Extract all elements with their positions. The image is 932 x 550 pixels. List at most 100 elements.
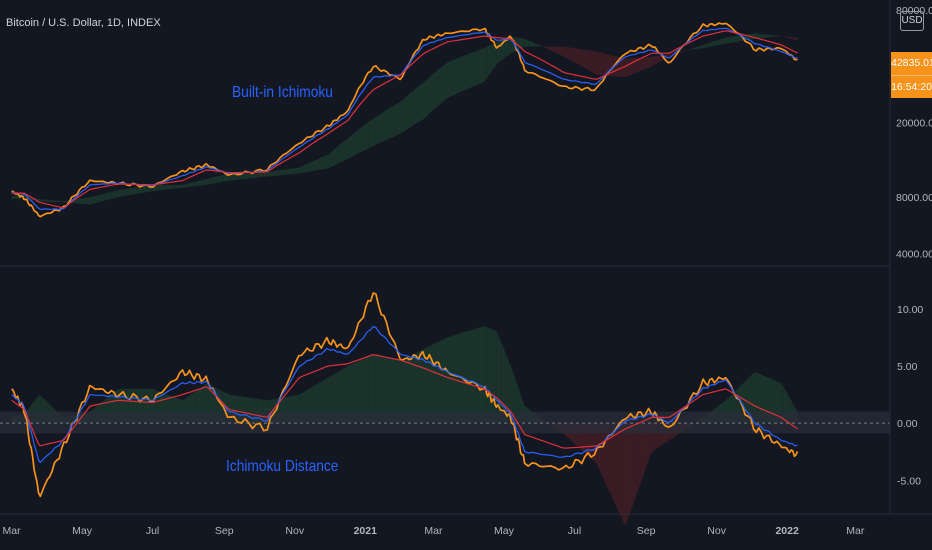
distance-cloud-segment <box>496 331 498 424</box>
distance-cloud-segment <box>442 338 446 424</box>
x-tick-label: Jul <box>568 525 581 537</box>
cloud-segment <box>212 176 215 184</box>
distance-cloud-segment <box>436 341 439 424</box>
cloud-segment <box>189 182 192 187</box>
distance-cloud-segment <box>350 363 354 424</box>
distance-cloud-segment <box>640 423 644 483</box>
cloud-segment <box>736 35 740 42</box>
distance-cloud-segment <box>469 329 473 424</box>
cloud-segment <box>81 197 85 205</box>
cloud-segment <box>170 184 174 189</box>
distance-cloud-segment <box>622 423 626 526</box>
cloud-segment <box>539 45 544 47</box>
cloud-segment <box>59 200 62 203</box>
cloud-segment <box>718 39 722 45</box>
cloud-segment <box>766 34 770 38</box>
cloud-segment <box>346 137 349 160</box>
cloud-segment <box>324 155 327 170</box>
cloud-segment <box>113 190 117 199</box>
distance-cloud-segment <box>389 357 393 424</box>
cloud-segment <box>298 166 302 174</box>
cloud-segment <box>447 60 452 99</box>
distance-cloud-segment <box>753 372 757 424</box>
distance-cloud-segment <box>495 330 497 424</box>
cloud-segment <box>279 169 284 176</box>
cloud-segment <box>304 163 308 173</box>
bottom-value-axis[interactable]: -5.00 0.00 5.00 10.00 <box>897 304 923 487</box>
cloud-segment <box>201 179 204 186</box>
cloud-segment <box>333 148 335 166</box>
cloud-segment <box>572 47 576 63</box>
cloud-segment <box>248 172 253 179</box>
cloud-segment <box>92 195 96 204</box>
cloud-segment <box>646 56 649 69</box>
bar-countdown: 16:54:20 <box>891 75 932 99</box>
cloud-segment <box>203 179 207 186</box>
cloud-segment <box>301 165 305 174</box>
distance-cloud-segment <box>497 333 500 424</box>
cloud-segment <box>292 168 296 175</box>
cloud-segment <box>493 42 496 69</box>
cloud-segment <box>383 109 387 142</box>
cloud-segment <box>648 56 652 68</box>
cloud-segment <box>693 46 697 50</box>
cloud-segment <box>680 51 684 53</box>
distance-cloud-segment <box>461 331 466 424</box>
distance-cloud-segment <box>358 360 361 424</box>
cloud-segment <box>461 55 466 92</box>
cloud-segment <box>397 101 401 136</box>
distance-cloud-segment <box>424 347 428 424</box>
cloud-segment <box>503 38 505 60</box>
distance-cloud-segment <box>342 367 345 424</box>
cloud-segment <box>23 195 26 199</box>
cloud-segment <box>521 38 524 48</box>
cloud-segment <box>263 171 268 177</box>
cloud-segment <box>690 48 694 51</box>
cloud-segment <box>551 46 555 53</box>
cloud-segment <box>427 77 430 116</box>
distance-cloud-segment <box>488 328 491 424</box>
cloud-segment <box>334 147 337 165</box>
x-tick-label: May <box>72 525 93 537</box>
cloud-segment <box>315 158 319 171</box>
distance-cloud-segment <box>476 327 480 424</box>
distance-cloud-segment <box>513 374 516 424</box>
cloud-segment <box>191 181 195 187</box>
cloud-segment <box>700 44 704 49</box>
cloud-segment <box>774 35 777 37</box>
distance-cloud-segment <box>394 358 398 424</box>
distance-cloud-segment <box>508 359 510 424</box>
cloud-segment <box>350 133 354 158</box>
y-tick-label-bottom: -5.00 <box>897 475 921 487</box>
cloud-segment <box>420 83 423 121</box>
cloud-segment <box>52 200 55 202</box>
cloud-segment <box>358 127 361 154</box>
cloud-segment <box>47 199 50 202</box>
distance-cloud-segment <box>485 326 487 424</box>
currency-badge[interactable]: USD <box>900 11 924 31</box>
cloud-segment <box>683 50 687 52</box>
cloud-segment <box>16 195 18 199</box>
distance-cloud-segment <box>616 423 620 514</box>
cloud-segment <box>731 36 734 43</box>
cloud-segment <box>210 177 213 185</box>
symbol-title[interactable]: Bitcoin / U.S. Dollar, 1D, INDEX <box>6 17 161 29</box>
cloud-segment <box>627 58 631 77</box>
cloud-segment <box>368 120 371 149</box>
cloud-segment <box>103 193 106 201</box>
cloud-segment <box>136 186 140 194</box>
cloud-segment <box>507 37 509 57</box>
distance-cloud-segment <box>445 337 448 424</box>
cloud-segment <box>159 184 163 191</box>
y-tick-label-bottom: 10.00 <box>897 304 923 316</box>
distance-cloud-segment <box>348 364 351 424</box>
cloud-segment <box>40 199 43 202</box>
x-tick-label: May <box>494 525 515 537</box>
top-chart-annotation: Built-in Ichimoku <box>232 84 333 101</box>
distance-cloud-segment <box>418 350 421 424</box>
bottom-chart-annotation: Ichimoku Distance <box>226 458 339 475</box>
time-axis[interactable]: Mar May Jul Sep Nov 2021 Mar May Jul Sep Nov 2022 Ma… <box>3 525 865 537</box>
neutral-band <box>0 411 890 434</box>
